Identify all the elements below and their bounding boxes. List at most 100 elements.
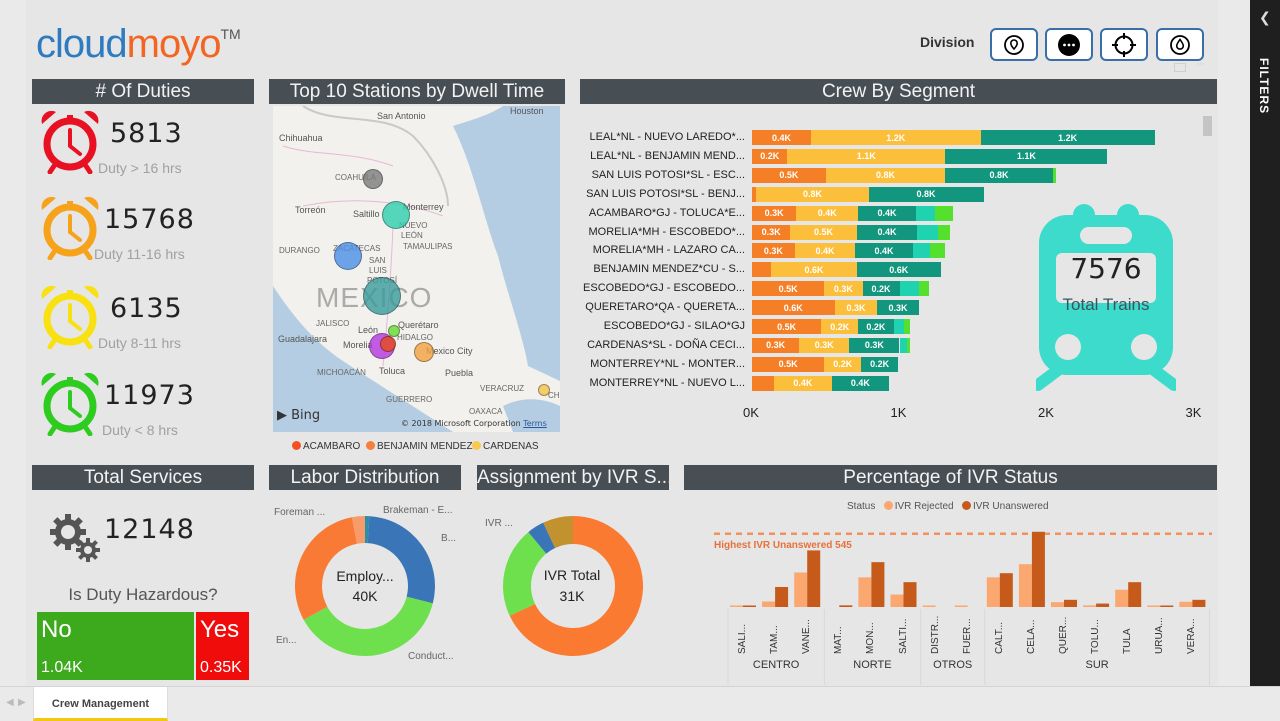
segment-bar[interactable]: 0.2K — [752, 148, 788, 164]
map-legend-item[interactable]: BENJAMIN MENDEZ — [366, 441, 473, 452]
donut-slice[interactable] — [365, 516, 370, 544]
segment-bar[interactable]: 0.5K — [752, 319, 822, 334]
hazardous-yes-tile[interactable]: Yes 0.35K — [196, 612, 249, 680]
segment-bar[interactable]: 0.2K — [821, 319, 859, 334]
division-btn-more[interactable] — [1045, 28, 1093, 61]
segment-bar[interactable]: 0.8K — [825, 167, 946, 183]
ivr-unanswered-bar[interactable] — [903, 582, 917, 607]
donut-slice[interactable] — [528, 522, 556, 554]
segment-bar[interactable]: 0.2K — [862, 281, 900, 297]
segment-bar[interactable]: 0.4K — [831, 375, 890, 391]
station-bubble[interactable] — [382, 201, 410, 229]
segment-bar[interactable] — [893, 319, 904, 334]
segment-bar[interactable]: 0.4K — [858, 205, 916, 221]
donut-slice[interactable] — [295, 517, 357, 620]
segment-bar[interactable]: 0.5K — [752, 281, 825, 297]
segment-bar[interactable] — [918, 281, 929, 297]
segment-bar[interactable] — [917, 224, 938, 240]
segment-bar[interactable] — [906, 337, 910, 353]
ivr-rejected-bar[interactable] — [954, 605, 968, 608]
ivr-rejected-bar[interactable] — [858, 577, 872, 607]
segment-bar[interactable]: 0.4K — [855, 243, 913, 259]
ivr-unanswered-bar[interactable] — [1192, 599, 1206, 607]
segment-bar[interactable]: 0.3K — [824, 281, 863, 297]
donut-slice[interactable] — [543, 516, 573, 548]
stations-map[interactable]: San Antonio Houston Chihuahua COAHUILA Torre… — [273, 106, 560, 432]
more-options-icon[interactable]: ··· — [1196, 60, 1205, 70]
segment-bar[interactable]: 0.6K — [856, 262, 941, 278]
ivr-unanswered-bar[interactable] — [1096, 603, 1110, 607]
ivr-rejected-bar[interactable] — [922, 605, 936, 608]
ivr-unanswered-bar[interactable] — [743, 605, 756, 608]
segment-bar[interactable]: 0.3K — [752, 243, 795, 259]
ivr-unanswered-bar[interactable] — [807, 550, 821, 607]
segment-bar[interactable]: 0.6K — [771, 262, 857, 278]
ivr-rejected-bar[interactable] — [1083, 605, 1097, 607]
segment-bar[interactable] — [915, 205, 935, 221]
station-bubble[interactable] — [334, 242, 362, 270]
segment-bar[interactable] — [899, 281, 919, 297]
segment-bar[interactable]: 0.3K — [877, 300, 919, 316]
donut-slice[interactable] — [351, 516, 365, 544]
segment-bar[interactable]: 0.8K — [868, 186, 984, 202]
segment-bar[interactable]: 0.4K — [794, 243, 856, 259]
segment-bar[interactable] — [934, 205, 953, 221]
ivr-unanswered-bar[interactable] — [1064, 599, 1077, 607]
segment-bar[interactable]: 0.3K — [834, 300, 878, 316]
station-bubble[interactable] — [414, 342, 434, 362]
division-btn-target[interactable] — [1100, 28, 1148, 61]
segment-bar[interactable]: 0.3K — [849, 337, 900, 353]
ivr-unanswered-bar[interactable] — [1160, 605, 1174, 608]
station-bubble[interactable] — [380, 336, 396, 352]
segment-bar[interactable]: 0.8K — [945, 167, 1053, 183]
donut-slice[interactable] — [503, 532, 547, 616]
segment-bar[interactable] — [752, 186, 757, 202]
map-legend-item[interactable]: ACAMBARO — [292, 441, 360, 452]
segment-bar[interactable] — [899, 337, 907, 353]
ivr-unanswered-bar[interactable] — [839, 605, 853, 607]
segment-bar[interactable] — [752, 262, 772, 278]
ivr-rejected-bar[interactable] — [1115, 589, 1129, 607]
terms-link[interactable]: Terms — [523, 419, 547, 428]
division-btn-pin[interactable] — [990, 28, 1038, 61]
segment-bar[interactable]: 0.3K — [752, 224, 791, 240]
ivr-unanswered-bar[interactable] — [775, 586, 789, 607]
station-bubble[interactable] — [363, 169, 383, 189]
segment-bar[interactable] — [912, 243, 931, 259]
segment-bar[interactable]: 0.5K — [752, 356, 825, 372]
segment-bar[interactable]: 0.6K — [752, 300, 835, 316]
segment-bar[interactable]: 0.8K — [756, 186, 869, 202]
ivr-rejected-bar[interactable] — [986, 577, 1000, 607]
segment-bar[interactable]: 0.2K — [858, 319, 894, 334]
segment-bar[interactable] — [937, 224, 950, 240]
ivr-rejected-bar[interactable] — [1179, 601, 1193, 607]
prev-page-icon[interactable]: ◀ — [6, 697, 14, 708]
segment-bar[interactable]: 1.2K — [980, 130, 1155, 145]
ivr-rejected-bar[interactable] — [1051, 602, 1064, 607]
segment-bar[interactable] — [903, 319, 910, 334]
division-btn-drop[interactable] — [1156, 28, 1204, 61]
segment-bar[interactable]: 1.2K — [811, 130, 981, 145]
legend-rejected[interactable]: IVR Rejected — [894, 501, 954, 512]
segment-bar[interactable] — [930, 243, 946, 259]
next-page-icon[interactable]: ▶ — [18, 697, 26, 708]
tab-crew-management[interactable]: Crew Management — [33, 687, 168, 721]
segment-bar[interactable]: 0.4K — [856, 224, 918, 240]
donut-slice[interactable] — [367, 516, 435, 604]
filters-pane[interactable]: ❮ FILTERS — [1250, 0, 1280, 686]
segment-bar[interactable]: 0.4K — [774, 375, 832, 391]
segment-bar[interactable]: 0.3K — [752, 205, 797, 221]
map-legend-item[interactable]: CARDENAS — [472, 441, 539, 452]
segment-bar[interactable] — [1052, 167, 1056, 183]
ivr-unanswered-bar[interactable] — [999, 573, 1013, 607]
legend-unanswered[interactable]: IVR Unanswered — [972, 501, 1049, 512]
donut-slice[interactable] — [509, 516, 643, 656]
segment-bar[interactable]: 0.3K — [752, 337, 800, 353]
station-bubble[interactable] — [388, 325, 400, 337]
focus-mode-icon[interactable] — [1174, 63, 1186, 72]
segment-bar[interactable]: 0.3K — [799, 337, 850, 353]
segment-bar[interactable] — [752, 375, 775, 391]
segment-bar[interactable]: 0.2K — [824, 356, 862, 372]
hazardous-no-tile[interactable]: No 1.04K — [37, 612, 194, 680]
segment-bar[interactable]: 0.2K — [861, 356, 899, 372]
